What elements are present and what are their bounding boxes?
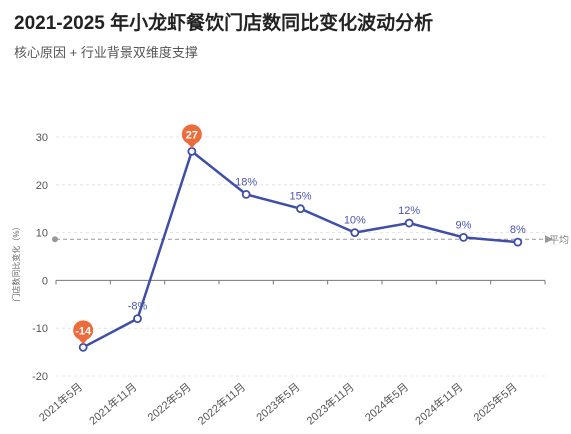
- data-point: [513, 237, 523, 247]
- y-tick-label: -20: [32, 371, 48, 383]
- chart-title: 2021-2025 年小龙虾餐饮门店数同比变化波动分析: [14, 13, 434, 34]
- data-point: [296, 204, 305, 214]
- data-point: [459, 232, 468, 242]
- average-start-dot: [52, 236, 58, 243]
- x-tick-label: 2024年11月: [412, 380, 465, 428]
- data-label: 10%: [344, 215, 366, 227]
- chart-subtitle: 核心原因 + 行业背景双维度支撑: [14, 45, 198, 60]
- data-point: [78, 342, 88, 352]
- average-label: 平均: [549, 234, 569, 246]
- data-point: [187, 146, 197, 156]
- data-label: 8%: [510, 224, 526, 236]
- data-label: -8%: [128, 301, 148, 313]
- y-tick-label: 30: [36, 132, 48, 144]
- data-label: 9%: [456, 219, 472, 231]
- x-tick-label: 2021年5月: [36, 380, 85, 425]
- y-tick-label: 20: [36, 180, 48, 192]
- x-tick-label: 2023年5月: [253, 380, 302, 425]
- data-point: [133, 314, 142, 324]
- x-tick-label: 2022年5月: [144, 380, 193, 425]
- data-point: [350, 228, 360, 238]
- y-tick-label: 10: [36, 228, 48, 240]
- data-point: [404, 218, 414, 228]
- x-tick-label: 2023年11月: [303, 380, 356, 428]
- max-pin: [181, 124, 202, 145]
- average-arrow: [545, 235, 553, 244]
- y-tick-label: 0: [42, 275, 48, 287]
- min-pin-label: -14: [75, 325, 92, 337]
- data-label: 15%: [289, 191, 311, 203]
- x-tick-label: 2021年11月: [86, 380, 139, 428]
- y-tick-label: -10: [32, 323, 48, 335]
- min-pin: [73, 320, 94, 341]
- y-axis-label: 门店数同比变化（%）: [11, 222, 21, 301]
- x-tick-label: 2022年11月: [195, 380, 248, 428]
- series-line: [82, 149, 518, 349]
- data-point: [241, 189, 251, 199]
- max-pin-label: 27: [186, 129, 198, 141]
- x-tick-label: 2025年5月: [470, 380, 519, 425]
- data-label: 18%: [235, 176, 257, 188]
- x-tick-label: 2024年5月: [362, 380, 411, 425]
- data-label: 12%: [398, 205, 420, 217]
